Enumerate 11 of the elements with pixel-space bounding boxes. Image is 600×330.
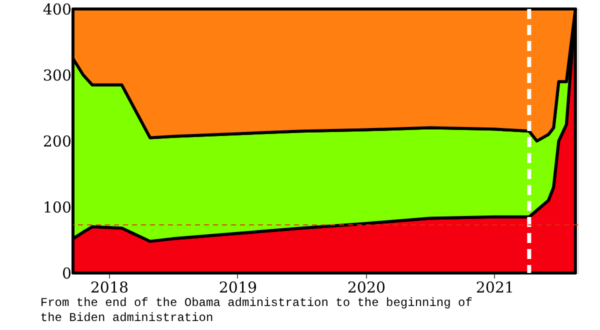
- y-tick-label: 0: [62, 264, 72, 282]
- y-tick-label: 300: [42, 66, 72, 84]
- y-tick-label: 200: [42, 132, 72, 150]
- x-tick-label: 2018: [90, 278, 129, 296]
- text: From the end of the Obama administration to the beginning of: [40, 296, 472, 310]
- y-tick-label: 100: [42, 198, 72, 216]
- x-tick-label: 2019: [218, 278, 258, 296]
- text: the Biden administration: [40, 311, 214, 325]
- x-tick-label: 2021: [476, 278, 514, 296]
- y-tick-label: 400: [42, 0, 72, 18]
- x-tick-label: 2020: [347, 278, 386, 296]
